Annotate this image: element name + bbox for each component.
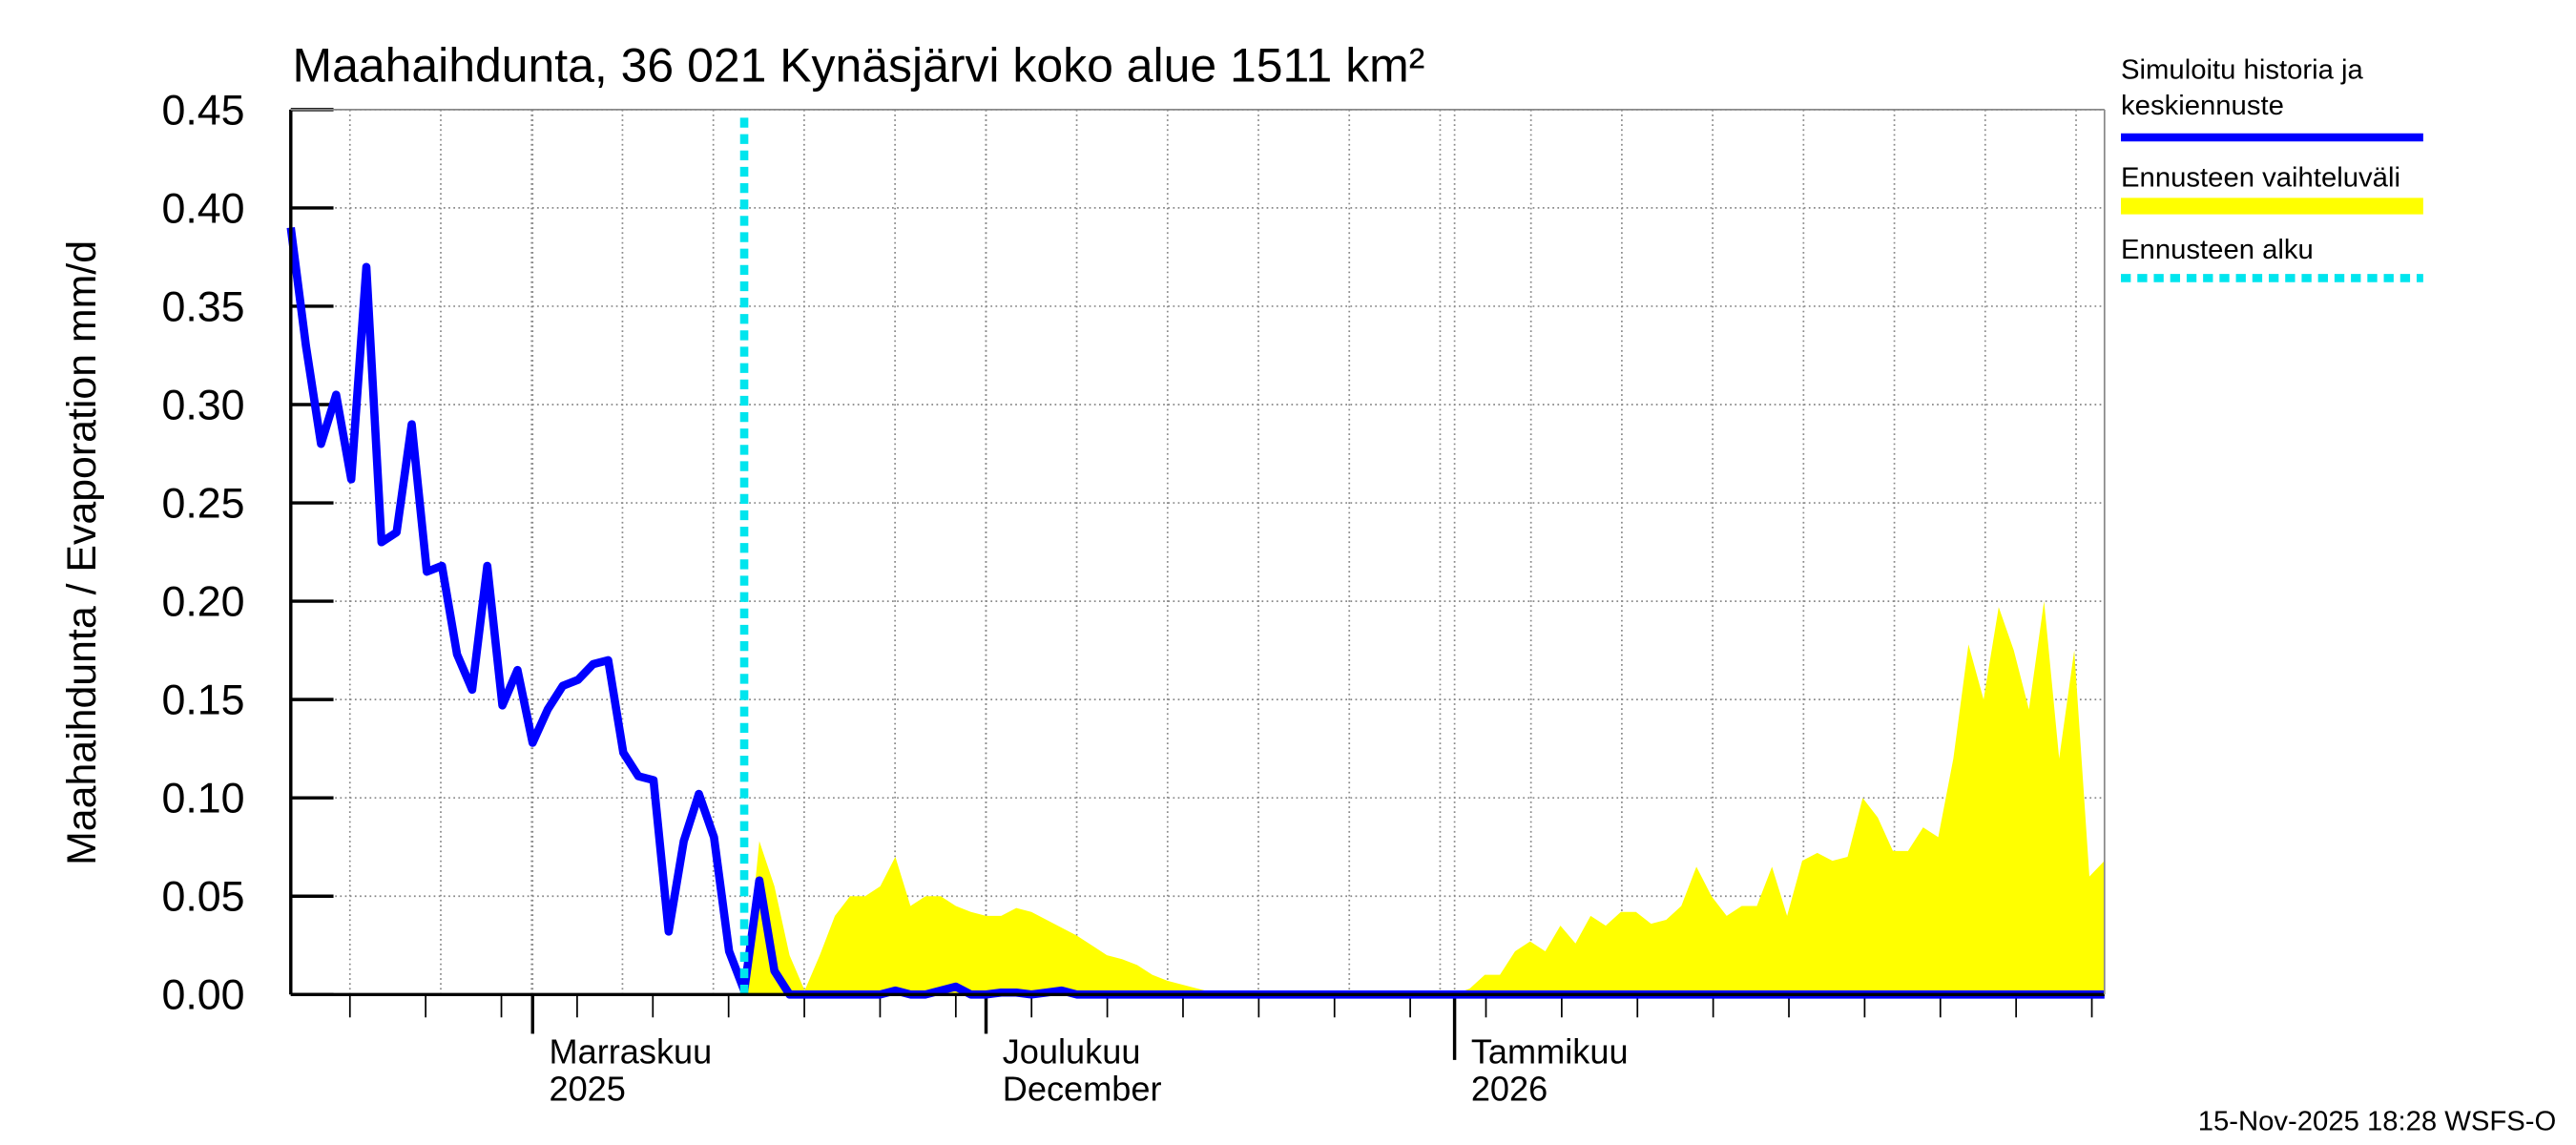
y-tick-label: 0.25 xyxy=(161,481,244,528)
range-area xyxy=(744,601,2105,995)
x-tick-label: 2025 xyxy=(549,1070,625,1109)
legend-label: Ennusteen alku xyxy=(2121,234,2314,265)
y-tick-label: 0.15 xyxy=(161,677,244,724)
y-tick-label: 0.10 xyxy=(161,776,244,822)
y-tick-label: 0.45 xyxy=(161,87,244,134)
x-tick-label: Tammikuu xyxy=(1471,1031,1629,1071)
legend-label: Ennusteen vaihteluväli xyxy=(2121,161,2400,194)
y-tick-label: 0.30 xyxy=(161,383,244,429)
x-tick-label: December xyxy=(1003,1070,1162,1109)
footer: 15-Nov-2025 18:28 WSFS-O xyxy=(2198,1107,2557,1137)
x-tick-label: Joulukuu xyxy=(1003,1031,1141,1071)
legend-label: Simuloitu historia ja keskiennuste xyxy=(2121,53,2363,121)
legend-entry: Ennusteen alku xyxy=(2121,234,2314,265)
y-axis-label: Maahaihdunta / Evaporation mm/d xyxy=(59,240,105,865)
x-tick-label: 2026 xyxy=(1471,1070,1548,1109)
y-tick-label: 0.20 xyxy=(161,579,244,626)
y-tick-label: 0.05 xyxy=(161,874,244,921)
y-tick-label: 0.35 xyxy=(161,283,244,330)
y-tick-label: 0.00 xyxy=(161,972,244,1019)
legend-entry: Simuloitu historia ja keskiennuste xyxy=(2121,53,2363,121)
legend-entry: Ennusteen vaihteluväli xyxy=(2121,161,2400,194)
y-tick-label: 0.40 xyxy=(161,185,244,232)
chart-title: Maahaihdunta, 36 021 Kynäsjärvi koko alu… xyxy=(293,39,1425,93)
x-tick-label: Marraskuu xyxy=(549,1031,712,1071)
